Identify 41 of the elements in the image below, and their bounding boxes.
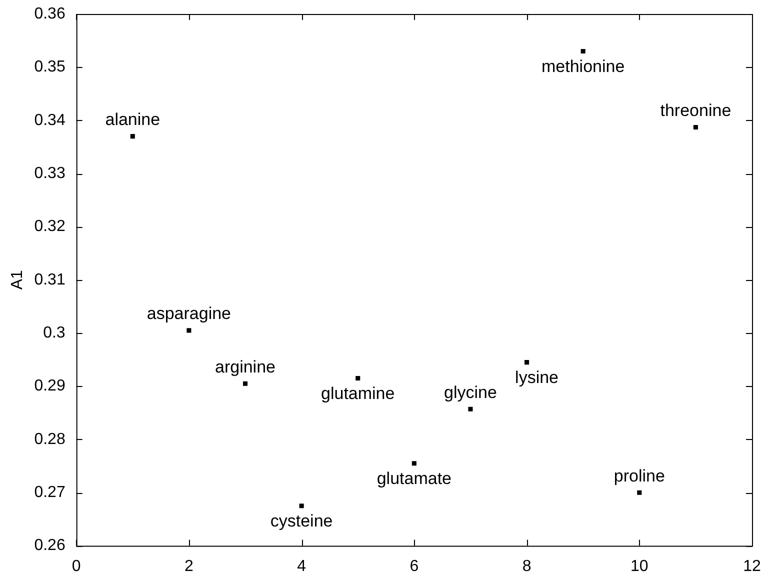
annotation: lysine (515, 368, 559, 388)
annotation: asparagine (146, 304, 232, 324)
point (356, 376, 360, 381)
x-tick-label: 4 (297, 558, 306, 575)
point (637, 490, 642, 495)
x-tick-label: 6 (410, 558, 419, 575)
point (693, 125, 698, 130)
annotation: methionine (542, 56, 625, 76)
y-tick-label: 0.28 (34, 430, 66, 448)
annotation: threonine (660, 100, 732, 120)
point (412, 461, 416, 466)
x-tick-label: 8 (522, 558, 532, 575)
annotation: proline (614, 466, 665, 486)
y-tick-label: 0.34 (34, 112, 66, 129)
y-tick-label: 0.27 (34, 484, 66, 502)
point (299, 504, 304, 508)
point (130, 134, 135, 139)
y-tick-label: 0.35 (34, 58, 66, 76)
x-tick-label: 0 (72, 558, 81, 575)
x-tick-label: 12 (743, 558, 761, 575)
y-tick-label: 0.3 (43, 324, 66, 342)
annotation: glycine (444, 382, 497, 402)
annotation: glutamine (321, 384, 395, 403)
annotation: arginine (215, 357, 276, 376)
annotation: alanine (105, 110, 160, 129)
x-tick-label: 10 (630, 558, 648, 575)
y-tick-label: 0.26 (34, 537, 66, 554)
annotation: cysteine (270, 512, 333, 531)
y-tick-label: 0.33 (34, 164, 66, 182)
point (468, 406, 473, 412)
point (242, 381, 248, 386)
y-axis-title: A1 (9, 270, 26, 290)
y-tick-label: 0.29 (34, 378, 66, 395)
x-tick-label: 2 (184, 558, 194, 575)
y-tick-label: 0.36 (34, 5, 66, 22)
y-tick-label: 0.32 (34, 218, 66, 236)
point (580, 48, 586, 54)
annotation: glutamate (376, 469, 452, 488)
y-tick-label: 0.31 (34, 271, 66, 288)
point (186, 328, 192, 333)
point (524, 360, 530, 365)
